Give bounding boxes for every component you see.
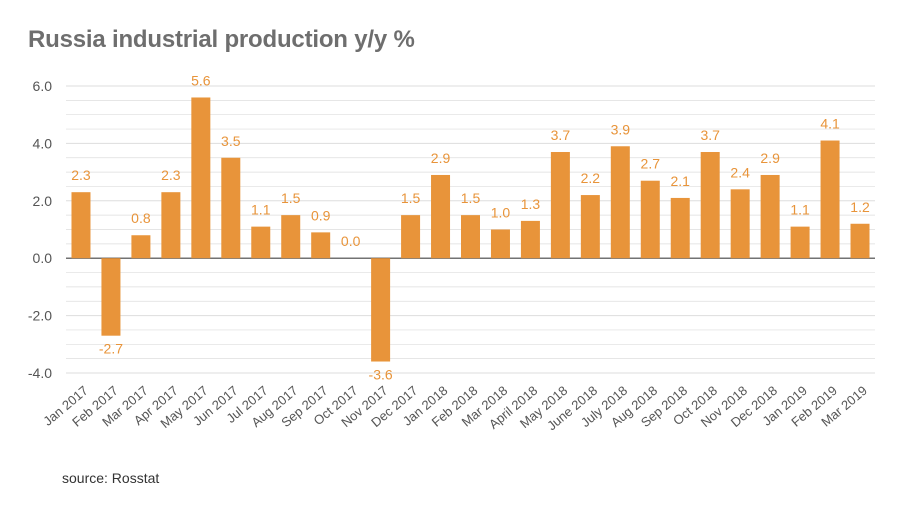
data-label: -2.7 — [99, 341, 123, 357]
data-label: 3.5 — [221, 133, 241, 149]
bar — [401, 215, 421, 259]
bar — [490, 229, 510, 259]
bar — [461, 215, 480, 259]
y-axis: 6.0 4.0 2.0 0.0 -2.0 -4.0 — [28, 78, 52, 381]
data-label: 5.6 — [191, 72, 211, 88]
bar — [790, 226, 810, 259]
bar — [311, 232, 331, 259]
data-label: 0.0 — [341, 233, 361, 249]
bar — [700, 152, 720, 259]
bar — [640, 180, 660, 259]
bar — [281, 215, 301, 259]
data-label: 1.2 — [850, 199, 870, 215]
data-label: 3.7 — [700, 127, 720, 143]
source-note: source: Rosstat — [62, 470, 160, 486]
label-layer: 2.3 -2.7 0.8 2.3 5.6 3.5 1.1 1.5 0.9 0.0 -3.6 1.5 2.… — [71, 72, 870, 382]
data-label: -3.6 — [369, 367, 393, 383]
data-label: 1.0 — [491, 205, 511, 221]
data-label: 1.3 — [521, 196, 541, 212]
bar — [71, 192, 91, 259]
data-label: 1.1 — [790, 202, 810, 218]
bar — [550, 152, 570, 259]
bar — [730, 189, 750, 259]
data-label: 2.7 — [641, 156, 661, 172]
bar — [221, 157, 241, 259]
y-tick-label: 0.0 — [33, 250, 53, 266]
data-label: 2.3 — [71, 167, 91, 183]
data-label: 2.3 — [161, 167, 181, 183]
data-label: 4.1 — [820, 116, 840, 132]
bar — [251, 226, 271, 259]
y-tick-label: -2.0 — [28, 308, 52, 324]
bar — [580, 195, 600, 259]
bar — [431, 174, 451, 259]
data-label: 0.9 — [311, 207, 331, 223]
bar-layer — [71, 97, 870, 362]
bar — [371, 258, 391, 362]
data-label: 2.2 — [581, 170, 601, 186]
data-label: 1.5 — [461, 190, 481, 206]
data-label: 3.9 — [611, 121, 631, 137]
data-label: 3.7 — [551, 127, 571, 143]
data-label: 2.4 — [730, 164, 750, 180]
bar — [820, 140, 840, 259]
data-label: 1.1 — [251, 202, 271, 218]
bar — [850, 223, 870, 259]
bar — [760, 174, 780, 259]
data-label: 1.5 — [401, 190, 421, 206]
bar — [131, 235, 151, 259]
data-label: 0.8 — [131, 210, 151, 226]
y-tick-label: 6.0 — [33, 78, 53, 94]
bar — [520, 220, 540, 259]
y-tick-label: -4.0 — [28, 365, 52, 381]
y-tick-label: 2.0 — [33, 193, 53, 209]
bar — [191, 97, 211, 259]
bar — [161, 192, 181, 259]
bar — [101, 258, 121, 336]
chart-title: Russia industrial production y/y % — [28, 26, 415, 53]
data-label: 2.9 — [431, 150, 451, 166]
y-tick-label: 4.0 — [33, 135, 53, 151]
bar — [610, 146, 630, 259]
data-label: 2.9 — [760, 150, 780, 166]
bar — [670, 197, 690, 259]
data-label: 2.1 — [671, 173, 691, 189]
data-label: 1.5 — [281, 190, 301, 206]
